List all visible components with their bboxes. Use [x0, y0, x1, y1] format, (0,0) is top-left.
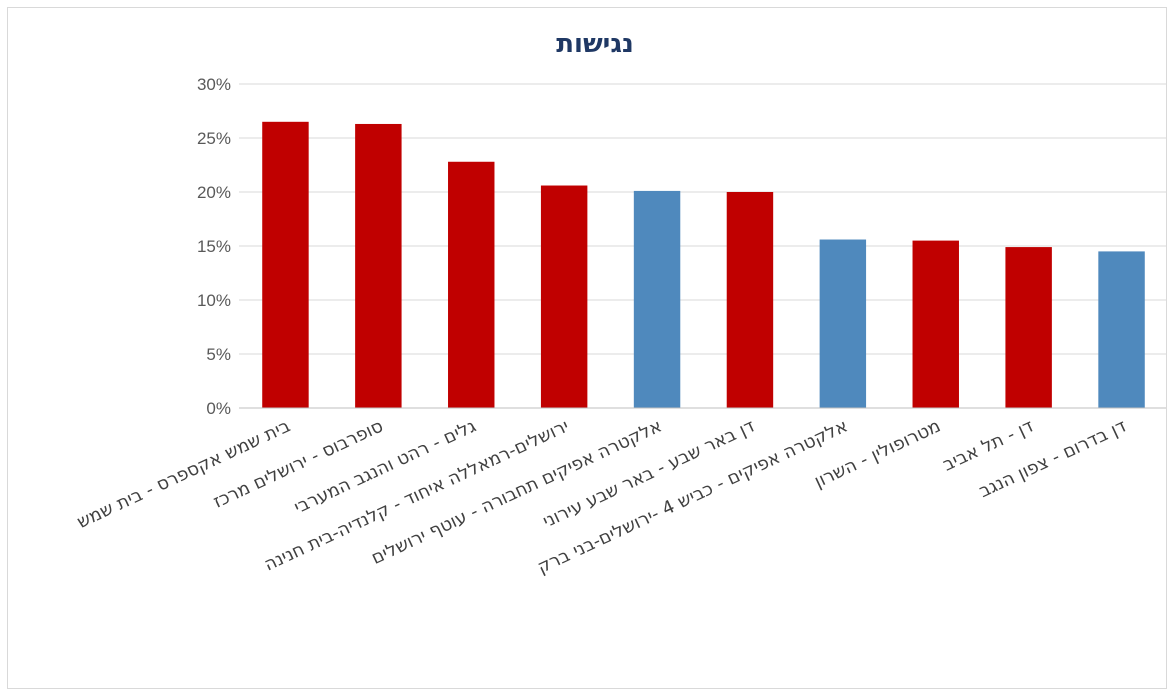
y-tick-label: 25% [197, 129, 231, 148]
bar [448, 161, 495, 408]
bar [355, 123, 402, 409]
bars [262, 121, 1145, 409]
y-tick-label: 0% [206, 399, 231, 418]
y-tick-label: 10% [197, 291, 231, 310]
bar [912, 240, 959, 408]
bar [540, 185, 588, 408]
bar [1098, 251, 1145, 408]
bar-chart: נגישות 0% 5% 10% 15% 20% 25% 30% בית שמש אקספר… [74, 29, 1166, 578]
chart-frame: נגישות 0% 5% 10% 15% 20% 25% 30% בית שמש אקספר… [7, 7, 1167, 689]
y-tick-label: 5% [206, 345, 231, 364]
bar [819, 239, 867, 408]
bar [633, 190, 681, 408]
bar [262, 121, 309, 409]
bar [1005, 247, 1052, 408]
y-tick-label: 20% [197, 183, 231, 202]
chart-title: נגישות [556, 29, 633, 59]
y-tick-label: 30% [197, 75, 231, 94]
bar [726, 192, 774, 408]
y-tick-label: 15% [197, 237, 231, 256]
y-axis-tick-labels: 0% 5% 10% 15% 20% 25% 30% [197, 75, 231, 418]
